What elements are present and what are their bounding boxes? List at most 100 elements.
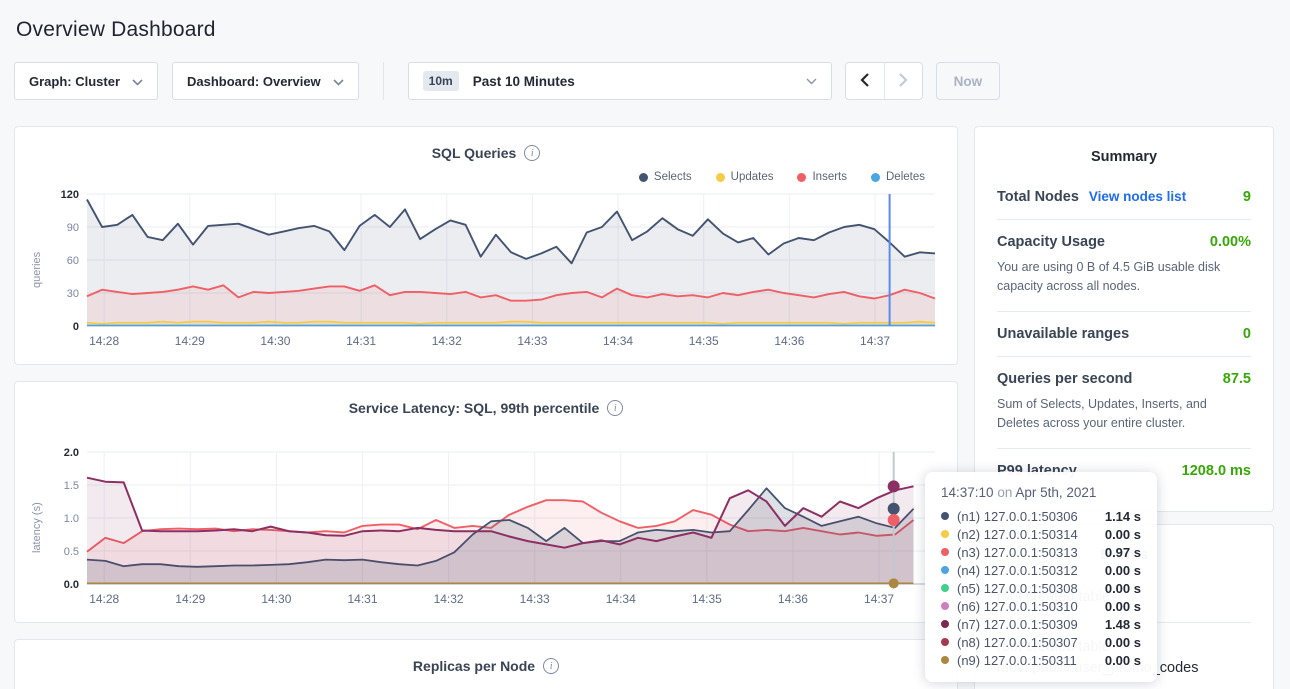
chevron-down-icon <box>333 74 344 89</box>
time-range-badge: 10m <box>422 71 459 91</box>
svg-text:14:36: 14:36 <box>778 592 808 606</box>
sql-queries-panel: SQL Queries i Selects Updates Inserts De… <box>14 126 958 365</box>
tooltip-node-address: (n2) 127.0.0.1:50314 <box>957 526 1078 542</box>
svg-text:14:31: 14:31 <box>347 592 377 606</box>
tooltip-node-address: (n8) 127.0.0.1:50307 <box>957 634 1078 650</box>
svg-text:14:33: 14:33 <box>517 334 547 348</box>
svg-text:14:31: 14:31 <box>346 334 376 348</box>
tooltip-node-address: (n1) 127.0.0.1:50306 <box>957 508 1078 524</box>
replicas-per-node-panel: Replicas per Node i <box>14 639 958 689</box>
tooltip-node-address: (n9) 127.0.0.1:50311 <box>957 652 1077 668</box>
summary-title: Summary <box>1090 149 1158 165</box>
svg-text:0.0: 0.0 <box>64 579 79 591</box>
svg-text:14:32: 14:32 <box>432 334 462 348</box>
legend-item-updates[interactable]: Updates <box>715 170 773 184</box>
svg-text:14:30: 14:30 <box>260 334 290 348</box>
node-color-dot <box>941 620 949 628</box>
tooltip-node-row: (n7) 127.0.0.1:50309 1.48 s <box>941 615 1141 633</box>
summary-row-description: You are using 0 B of 4.5 GiB usable disk… <box>997 260 1221 294</box>
tooltip-node-value: 0.97 s <box>1104 544 1141 560</box>
svg-text:14:28: 14:28 <box>89 334 119 348</box>
tooltip-node-row: (n8) 127.0.0.1:50307 0.00 s <box>941 633 1141 651</box>
tooltip-node-value: 0.00 s <box>1104 598 1141 614</box>
tooltip-node-value: 1.48 s <box>1104 616 1141 632</box>
controls-divider <box>382 62 384 100</box>
legend-item-inserts[interactable]: Inserts <box>797 170 847 184</box>
tooltip-node-row: (n2) 127.0.0.1:50314 0.00 s <box>941 525 1141 543</box>
svg-text:120: 120 <box>61 189 79 201</box>
summary-row-value: 0 <box>1242 325 1251 342</box>
svg-text:14:34: 14:34 <box>606 592 636 606</box>
chevron-down-icon <box>132 74 143 89</box>
tooltip-node-value: 0.00 s <box>1104 526 1141 542</box>
svg-text:14:30: 14:30 <box>261 592 291 606</box>
summary-row-label: Unavailable ranges <box>997 325 1130 342</box>
latency-chart-tooltip: 14:37:10 on Apr 5th, 2021 (n1) 127.0.0.1… <box>925 472 1157 682</box>
legend-item-deletes[interactable]: Deletes <box>871 170 925 184</box>
svg-text:14:29: 14:29 <box>175 334 205 348</box>
svg-text:14:34: 14:34 <box>603 334 633 348</box>
graph-scope-dropdown[interactable]: Graph: Cluster <box>14 62 159 100</box>
svg-text:14:37: 14:37 <box>860 334 890 348</box>
next-range-button[interactable] <box>883 63 922 99</box>
summary-row-value: 0.00% <box>1209 234 1251 250</box>
legend-item-selects[interactable]: Selects <box>638 170 692 184</box>
service-latency-chart[interactable]: 0.0 0.5 1.0 1.5 2.0 14:28 14:29 14:30 14:31 14:32… <box>47 442 941 614</box>
legend-dot <box>797 172 807 182</box>
node-color-dot <box>941 512 949 520</box>
summary-row-value: 1208.0 ms <box>1181 462 1251 479</box>
tooltip-node-value: 0.00 s <box>1104 634 1141 650</box>
svg-text:90: 90 <box>67 222 79 234</box>
svg-text:14:35: 14:35 <box>689 334 719 348</box>
previous-range-button[interactable] <box>846 63 884 99</box>
node-color-dot <box>941 530 949 538</box>
summary-row-label: Queries per second <box>997 370 1133 387</box>
tooltip-node-address: (n3) 127.0.0.1:50313 <box>957 544 1078 560</box>
sql-queries-legend: Selects Updates Inserts Deletes <box>31 170 925 184</box>
tooltip-node-row: (n9) 127.0.0.1:50311 0.00 s <box>941 651 1141 669</box>
tooltip-node-value: 0.00 s <box>1104 652 1141 668</box>
legend-dot <box>715 172 725 182</box>
now-button[interactable]: Now <box>935 62 1001 100</box>
svg-text:14:33: 14:33 <box>520 592 550 606</box>
svg-text:14:35: 14:35 <box>692 592 722 606</box>
sql-queries-title: SQL Queries <box>431 145 517 161</box>
svg-text:1.0: 1.0 <box>64 513 79 525</box>
tooltip-node-row: (n6) 127.0.0.1:50310 0.00 s <box>941 597 1141 615</box>
time-range-picker[interactable]: 10m Past 10 Minutes <box>407 62 832 100</box>
svg-text:14:37: 14:37 <box>864 592 894 606</box>
charts-column: SQL Queries i Selects Updates Inserts De… <box>14 126 958 689</box>
summary-row-value: 87.5 <box>1222 370 1251 387</box>
info-icon[interactable]: i <box>543 658 560 674</box>
tooltip-node-value: 0.00 s <box>1104 580 1141 596</box>
node-color-dot <box>941 548 949 556</box>
legend-dot <box>871 172 880 182</box>
summary-row-value: 9 <box>1242 189 1251 205</box>
view-nodes-list-link[interactable]: View nodes list <box>1088 189 1187 204</box>
page-title: Overview Dashboard <box>16 18 216 41</box>
replicas-per-node-title: Replicas per Node <box>412 658 536 674</box>
svg-text:1.5: 1.5 <box>64 480 79 492</box>
tooltip-node-row: (n1) 127.0.0.1:50306 1.14 s <box>941 507 1141 525</box>
svg-text:14:32: 14:32 <box>434 592 464 606</box>
tooltip-node-value: 1.14 s <box>1104 508 1141 524</box>
info-icon[interactable]: i <box>607 400 624 416</box>
summary-panel: Summary Total Nodes View nodes list 9 Ca… <box>974 126 1274 512</box>
info-icon[interactable]: i <box>524 145 541 161</box>
sql-y-axis-label: queries <box>31 251 43 289</box>
tooltip-node-address: (n7) 127.0.0.1:50309 <box>957 616 1078 632</box>
tooltip-node-row: (n3) 127.0.0.1:50313 0.97 s <box>941 543 1141 561</box>
svg-text:2.0: 2.0 <box>64 447 79 459</box>
tooltip-node-row: (n5) 127.0.0.1:50308 0.00 s <box>941 579 1141 597</box>
chevron-right-icon <box>898 72 908 90</box>
time-range-label: Past 10 Minutes <box>472 73 575 89</box>
summary-row: Unavailable ranges 0 <box>997 310 1251 356</box>
sql-queries-chart[interactable]: 0 30 60 90 120 14:28 14:29 14:30 14:31 14:32 14:33… <box>47 184 941 356</box>
tooltip-timestamp: 14:37:10 on Apr 5th, 2021 <box>941 485 1097 500</box>
node-color-dot <box>941 656 949 664</box>
tooltip-node-row: (n4) 127.0.0.1:50312 0.00 s <box>941 561 1141 579</box>
svg-text:0.5: 0.5 <box>64 546 79 558</box>
dashboard-select-dropdown[interactable]: Dashboard: Overview <box>172 62 359 100</box>
summary-row: Capacity Usage 0.00% You are using 0 B o… <box>997 219 1251 311</box>
svg-text:14:28: 14:28 <box>89 592 119 606</box>
